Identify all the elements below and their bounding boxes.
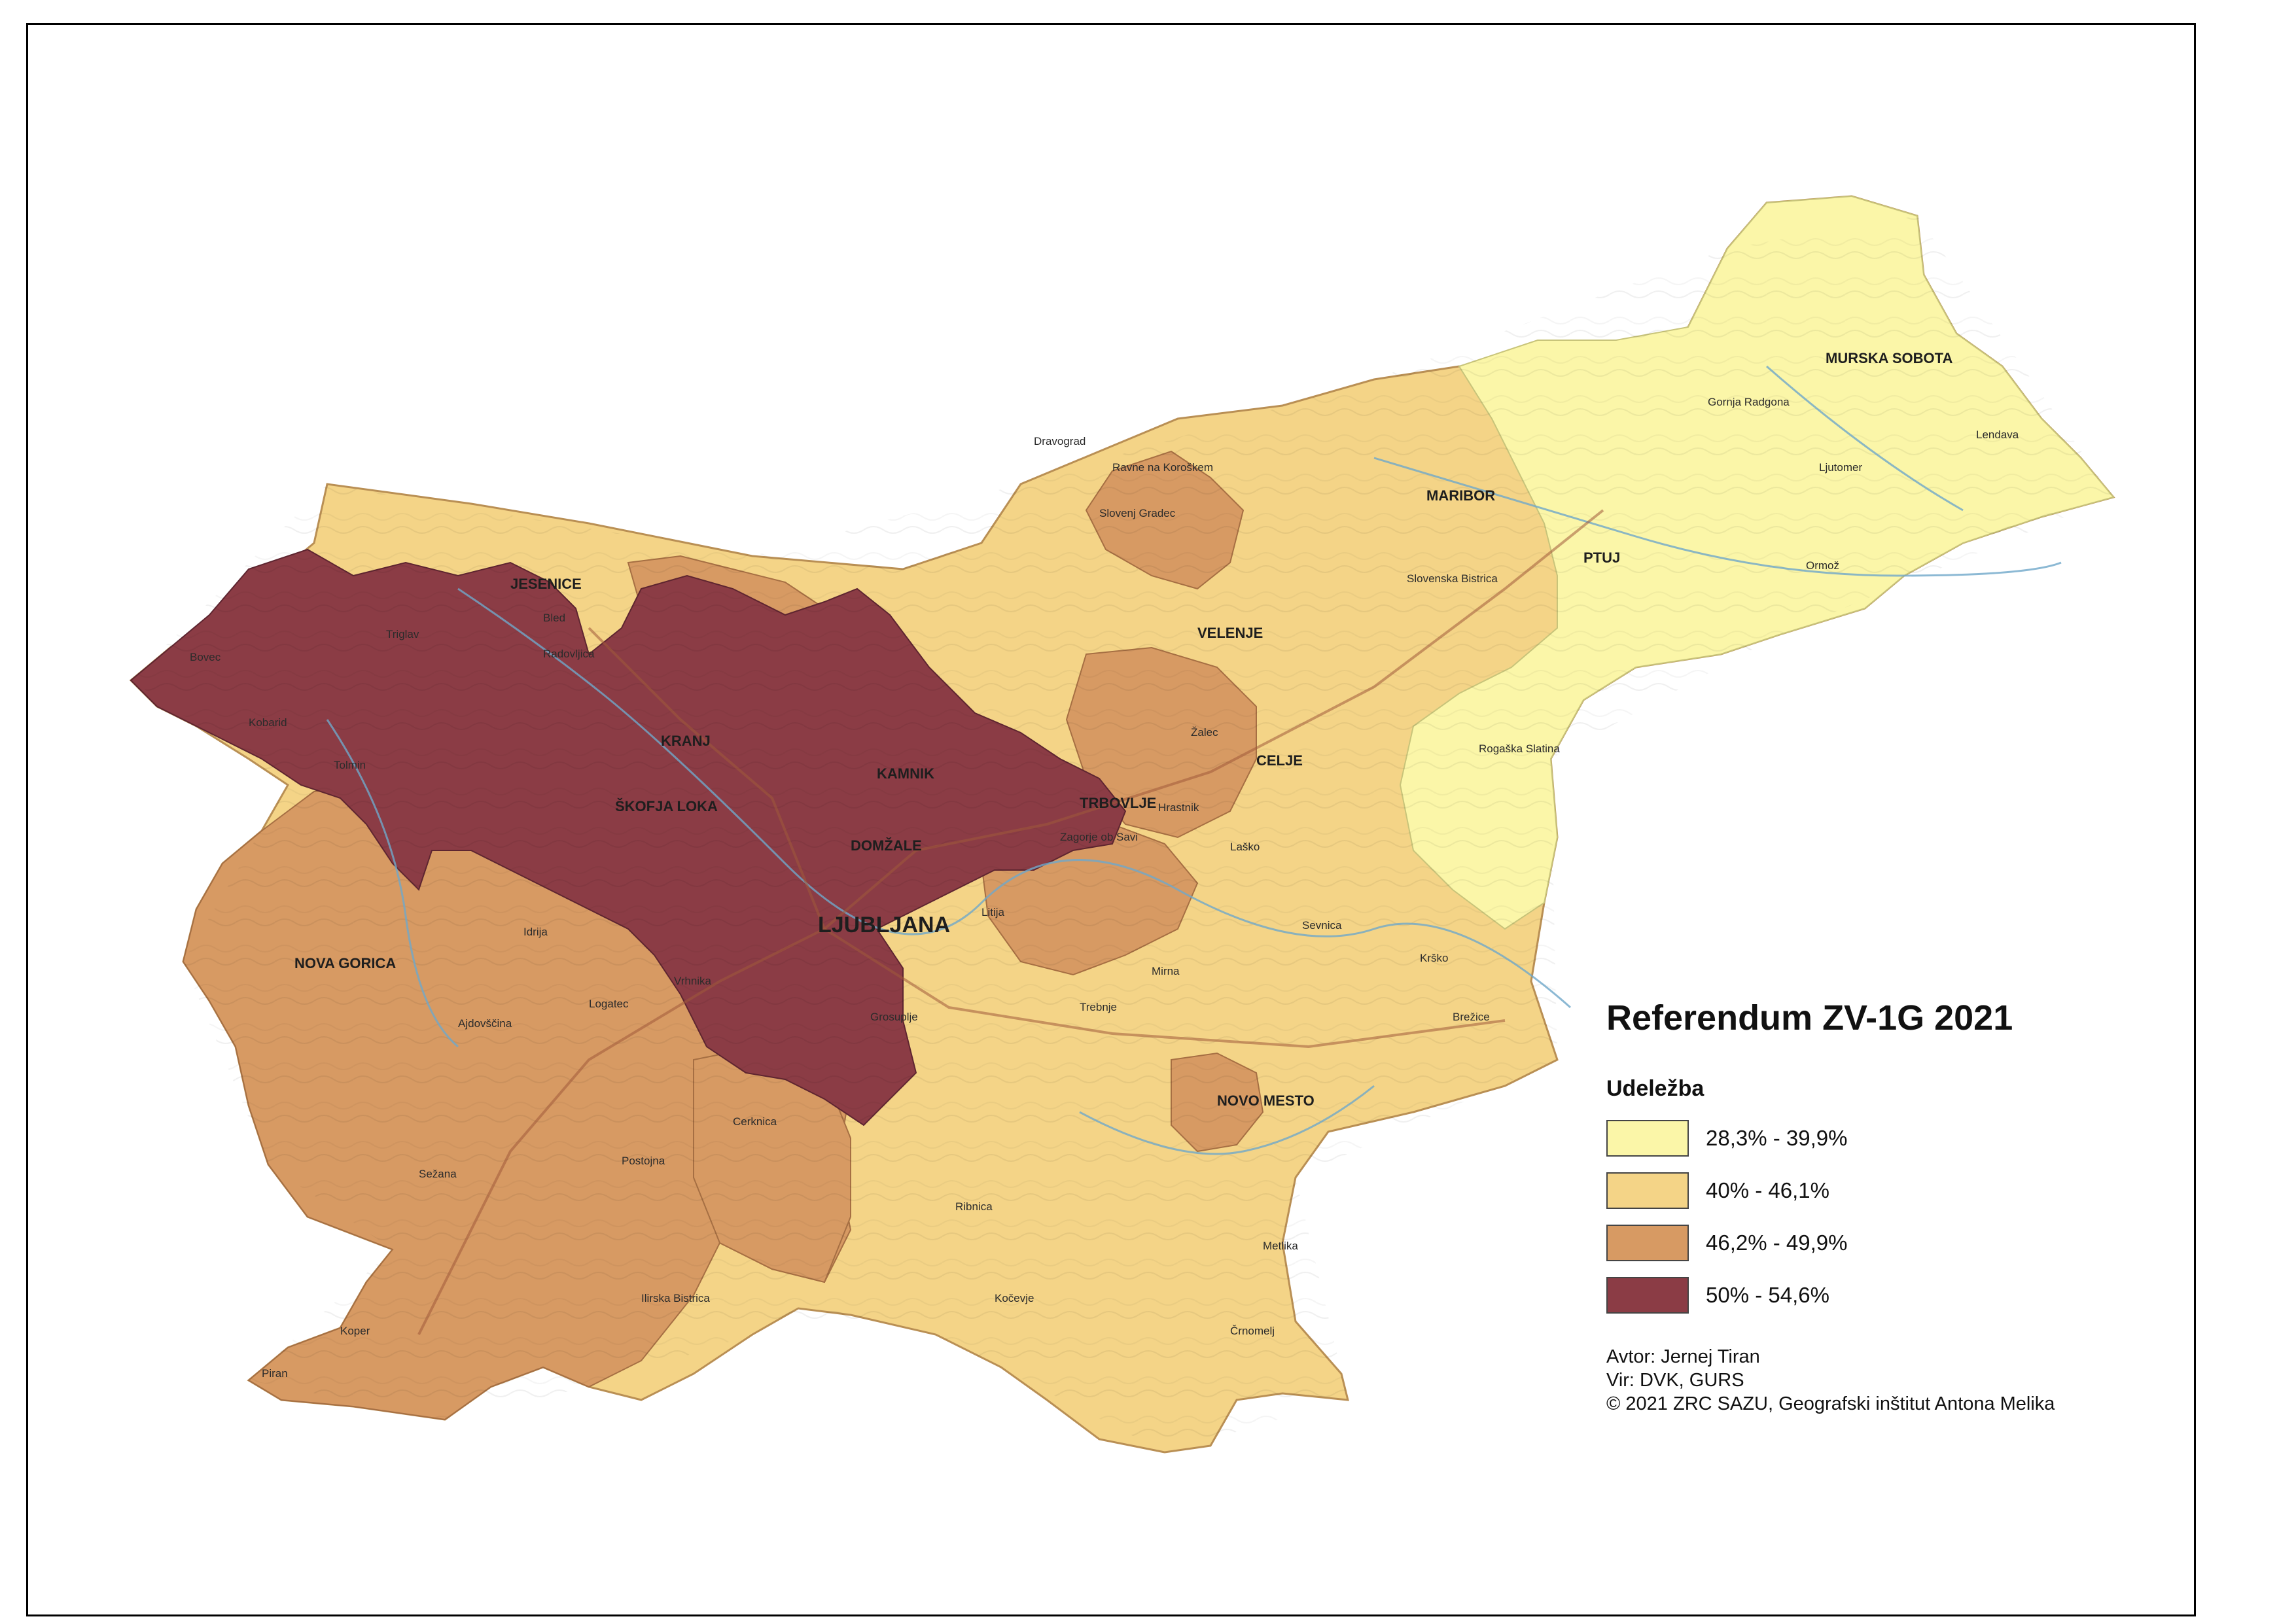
place-label: LJUBLJANA — [818, 913, 950, 937]
place-label: Postojna — [622, 1155, 665, 1167]
credit-source: Vir: DVK, GURS — [1606, 1370, 1744, 1391]
place-label: Ajdovščina — [458, 1017, 512, 1030]
place-label: VELENJE — [1197, 625, 1263, 641]
place-label: KAMNIK — [877, 765, 934, 782]
place-label: Kobarid — [249, 716, 287, 729]
place-label: Trebnje — [1080, 1001, 1117, 1013]
place-labels: LJUBLJANA MARIBOR MURSKA SOBOTA KRANJ JE… — [190, 350, 2019, 1380]
place-label: Vrhnika — [674, 975, 712, 987]
place-label: Črnomelj — [1230, 1325, 1275, 1337]
legend-label: 50% - 54,6% — [1706, 1283, 1829, 1307]
place-label: KRANJ — [661, 733, 711, 749]
place-label: Laško — [1230, 841, 1260, 853]
place-label: MARIBOR — [1426, 487, 1495, 504]
credit-copyright: © 2021 ZRC SAZU, Geografski inštitut Ant… — [1606, 1393, 2055, 1414]
place-label: Dravograd — [1034, 435, 1086, 447]
legend-swatch — [1606, 1120, 1689, 1157]
place-label: PTUJ — [1583, 550, 1620, 566]
place-label: Rogaška Slatina — [1479, 742, 1560, 755]
place-label: Koper — [340, 1325, 370, 1337]
credit-author: Avtor: Jernej Tiran — [1606, 1346, 1760, 1367]
place-label: NOVO MESTO — [1217, 1092, 1315, 1109]
legend: Referendum ZV-1G 2021 Udeležba 28,3% - 3… — [1606, 998, 2143, 1416]
legend-swatch — [1606, 1225, 1689, 1261]
place-label: DOMŽALE — [851, 837, 922, 854]
place-label: Slovenj Gradec — [1099, 507, 1176, 519]
place-label: Ormož — [1806, 559, 1839, 572]
map-title: Referendum ZV-1G 2021 — [1606, 998, 2013, 1038]
place-label: Bled — [543, 612, 565, 624]
place-label: Žalec — [1191, 726, 1218, 739]
place-label: Metlika — [1263, 1240, 1298, 1252]
legend-label: 40% - 46,1% — [1706, 1178, 1829, 1202]
legend-title: Udeležba — [1606, 1076, 1704, 1101]
place-label: JESENICE — [510, 576, 582, 592]
place-label: Brežice — [1453, 1011, 1490, 1023]
place-label: Hrastnik — [1158, 801, 1199, 814]
place-label: Tolmin — [334, 759, 366, 771]
legend-item: 40% - 46,1% — [1606, 1164, 2143, 1217]
place-label: NOVA GORICA — [294, 955, 396, 971]
place-label: Idrija — [523, 926, 548, 938]
place-label: Zagorje ob Savi — [1060, 831, 1138, 843]
relief-overlay — [131, 216, 2113, 1452]
place-label: ŠKOFJA LOKA — [615, 798, 718, 814]
place-label: Lendava — [1976, 428, 2019, 441]
legend-item: 46,2% - 49,9% — [1606, 1217, 2143, 1269]
legend-label: 28,3% - 39,9% — [1706, 1126, 1848, 1150]
legend-item: 50% - 54,6% — [1606, 1269, 2143, 1321]
place-label: Slovenska Bistrica — [1407, 572, 1498, 585]
legend-swatch — [1606, 1277, 1689, 1314]
place-label: Litija — [981, 906, 1005, 918]
place-label: Ljutomer — [1819, 461, 1862, 474]
place-label: Ravne na Koroškem — [1112, 461, 1213, 474]
place-label: Piran — [262, 1367, 288, 1380]
map-frame — [26, 23, 2196, 1616]
place-label: TRBOVLJE — [1080, 795, 1156, 811]
legend-label: 46,2% - 49,9% — [1706, 1230, 1848, 1255]
legend-item: 28,3% - 39,9% — [1606, 1112, 2143, 1164]
place-label: Cerknica — [733, 1115, 777, 1128]
place-label: Gornja Radgona — [1708, 396, 1790, 408]
place-label: Sevnica — [1302, 919, 1342, 932]
place-label: MURSKA SOBOTA — [1826, 350, 1952, 366]
place-label: Kočevje — [995, 1292, 1034, 1304]
place-label: Sežana — [419, 1168, 457, 1180]
place-label: Bovec — [190, 651, 221, 663]
legend-swatch — [1606, 1172, 1689, 1209]
credits: Avtor: Jernej Tiran Vir: DVK, GURS © 202… — [1606, 1345, 2143, 1416]
place-label: Radovljica — [543, 648, 595, 660]
place-label: Mirna — [1152, 965, 1180, 977]
place-label: Logatec — [589, 998, 629, 1010]
roads — [417, 509, 1604, 1335]
place-label: Krško — [1420, 952, 1448, 964]
place-label: CELJE — [1256, 752, 1303, 769]
place-label: Triglav — [386, 628, 419, 640]
place-label: Ilirska Bistrica — [641, 1292, 710, 1304]
place-label: Ribnica — [955, 1200, 993, 1213]
rivers — [326, 365, 2062, 1155]
place-label: Grosuplje — [870, 1011, 918, 1023]
